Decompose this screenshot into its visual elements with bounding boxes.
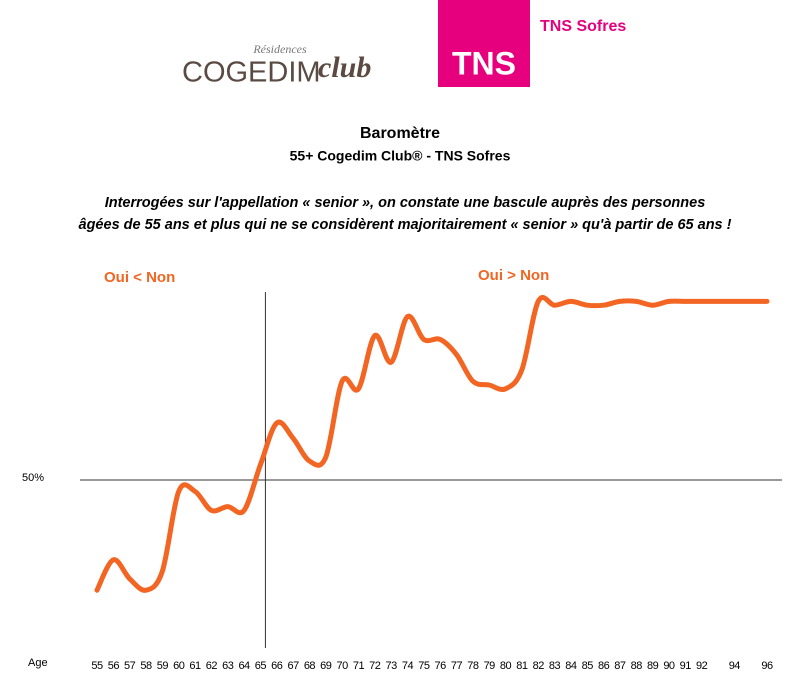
x-tick-label: 87 — [614, 660, 626, 672]
x-tick-label: 77 — [451, 660, 463, 672]
x-tick-label: 58 — [140, 660, 152, 672]
data-line — [94, 294, 770, 593]
x-tick-label: 86 — [598, 660, 610, 672]
x-tick-label: 81 — [516, 660, 528, 672]
x-tick-label: 75 — [418, 660, 430, 672]
residences-logo: Résidences — [252, 42, 307, 56]
x-tick-label: 90 — [663, 660, 675, 672]
x-tick-label: 65 — [255, 660, 267, 672]
x-tick-label: 94 — [729, 660, 741, 672]
x-tick-label: 71 — [353, 660, 365, 672]
tns-sofres-logo: TNS Sofres — [540, 18, 626, 35]
x-tick-label: 66 — [271, 660, 283, 672]
subtitle: 55+ Cogedim Club® - TNS Sofres — [290, 148, 511, 164]
x-tick-label: 59 — [157, 660, 169, 672]
x-tick-label: 70 — [336, 660, 348, 672]
y-tick-label: 50% — [22, 472, 44, 484]
x-tick-label: 78 — [467, 660, 479, 672]
x-tick-label: 92 — [696, 660, 708, 672]
x-tick-label: 62 — [206, 660, 218, 672]
x-tick-label: 85 — [582, 660, 594, 672]
x-tick-label: 72 — [369, 660, 381, 672]
description: Interrogées sur l'appellation « senior »… — [105, 195, 706, 211]
x-tick-label: 69 — [320, 660, 332, 672]
x-axis-label: Age — [28, 657, 48, 669]
x-tick-label: 83 — [549, 660, 561, 672]
cogedim-logo: COGEDIM — [182, 57, 321, 89]
x-tick-label: 67 — [287, 660, 299, 672]
x-tick-label: 88 — [631, 660, 643, 672]
x-tick-label: 55 — [91, 660, 103, 672]
x-tick-label: 63 — [222, 660, 234, 672]
x-tick-label: 68 — [304, 660, 316, 672]
tns-logo-box — [438, 0, 530, 87]
x-tick-label: 64 — [238, 660, 250, 672]
x-tick-label: 84 — [565, 660, 577, 672]
x-tick-label: 96 — [761, 660, 773, 672]
x-tick-label: 80 — [500, 660, 512, 672]
x-tick-label: 73 — [386, 660, 398, 672]
x-tick-label: 79 — [484, 660, 496, 672]
x-tick-label: 76 — [435, 660, 447, 672]
x-tick-label: 57 — [124, 660, 136, 672]
annotation: Oui > Non — [478, 267, 549, 284]
annotation: Oui < Non — [104, 269, 175, 286]
x-tick-label: 61 — [189, 660, 201, 672]
x-tick-label: 89 — [647, 660, 659, 672]
x-tick-label: 91 — [680, 660, 692, 672]
x-tick-label: 74 — [402, 660, 414, 672]
x-tick-label: 60 — [173, 660, 185, 672]
club-logo: club — [318, 51, 371, 84]
x-tick-label: 56 — [108, 660, 120, 672]
x-tick-label: 82 — [533, 660, 545, 672]
title: Baromètre — [360, 125, 440, 142]
tns-logo: TNS — [452, 45, 516, 81]
description: âgées de 55 ans et plus qui ne se consid… — [79, 217, 732, 233]
